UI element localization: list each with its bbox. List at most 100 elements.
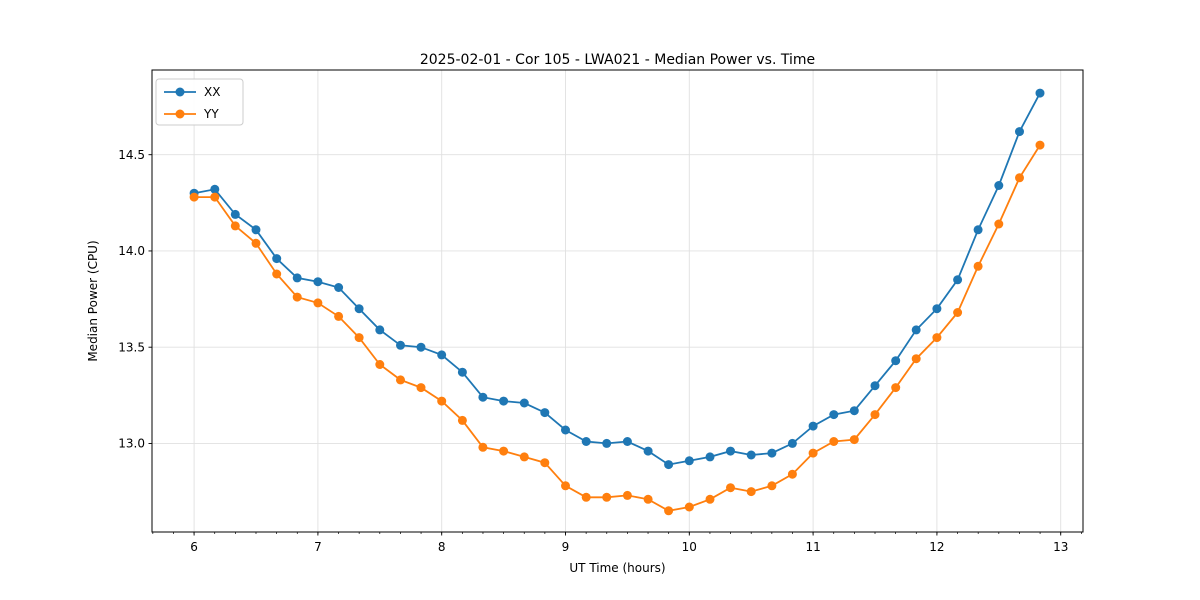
data-point-yy — [973, 261, 983, 271]
data-point-yy — [416, 383, 426, 393]
data-point-xx — [767, 448, 777, 458]
data-point-yy — [1035, 140, 1045, 150]
data-point-yy — [189, 192, 199, 202]
data-point-yy — [767, 481, 777, 491]
data-point-xx — [829, 410, 839, 420]
data-point-xx — [870, 381, 880, 391]
x-tick-label: 13 — [1053, 540, 1068, 554]
data-point-yy — [540, 458, 550, 468]
x-tick-label: 6 — [190, 540, 198, 554]
data-point-xx — [705, 452, 715, 462]
legend: XX YY — [155, 78, 244, 126]
data-point-xx — [437, 350, 447, 360]
data-point-yy — [932, 333, 942, 343]
data-point-yy — [994, 219, 1004, 229]
data-point-yy — [313, 298, 323, 308]
data-point-xx — [602, 438, 612, 448]
data-point-xx — [313, 277, 323, 287]
legend-marker-yy — [175, 109, 185, 119]
data-point-yy — [375, 360, 385, 369]
data-point-yy — [478, 442, 488, 452]
data-point-yy — [726, 483, 735, 493]
data-point-xx — [746, 450, 756, 460]
x-axis-label: UT Time (hours) — [569, 561, 665, 575]
x-tick-label: 7 — [314, 540, 322, 554]
data-point-xx — [1035, 88, 1045, 98]
data-point-xx — [561, 425, 570, 435]
data-point-xx — [1015, 127, 1024, 137]
data-point-xx — [953, 275, 963, 285]
x-tick-label: 8 — [438, 540, 446, 554]
legend-label-xx: XX — [204, 85, 220, 99]
data-point-xx — [272, 254, 282, 264]
data-point-xx — [808, 421, 818, 431]
data-series — [189, 88, 1045, 516]
data-point-yy — [870, 410, 880, 420]
y-tick-label: 14.5 — [118, 148, 145, 162]
data-point-xx — [849, 406, 859, 416]
plot-frame — [151, 69, 1084, 533]
data-point-yy — [849, 435, 859, 445]
y-tick-label: 13.5 — [118, 340, 145, 354]
data-point-yy — [251, 238, 261, 248]
x-tick-label: 9 — [562, 540, 570, 554]
data-point-yy — [230, 221, 240, 231]
data-point-yy — [581, 492, 591, 502]
data-point-xx — [478, 392, 488, 402]
data-point-xx — [932, 304, 942, 314]
data-point-yy — [891, 383, 901, 393]
data-point-yy — [787, 469, 797, 479]
data-point-yy — [911, 354, 921, 364]
data-point-xx — [375, 325, 385, 335]
legend-box — [155, 78, 244, 126]
legend-label-yy: YY — [203, 107, 219, 121]
data-point-yy — [705, 494, 715, 504]
y-tick-label: 14.0 — [118, 244, 145, 258]
data-point-xx — [210, 184, 220, 194]
legend-marker-xx — [175, 87, 185, 97]
data-point-xx — [664, 460, 674, 470]
data-point-xx — [973, 225, 983, 235]
data-point-xx — [581, 437, 591, 446]
data-point-yy — [499, 446, 509, 456]
data-point-xx — [499, 396, 509, 406]
data-point-yy — [808, 448, 818, 458]
data-point-yy — [354, 333, 364, 343]
data-point-xx — [643, 446, 653, 456]
data-point-yy — [829, 437, 839, 446]
x-tick-label: 12 — [929, 540, 944, 554]
data-point-xx — [416, 342, 426, 352]
data-point-yy — [519, 452, 529, 462]
data-point-xx — [726, 446, 735, 456]
data-point-yy — [210, 192, 220, 202]
data-point-xx — [457, 367, 467, 377]
data-point-yy — [334, 311, 344, 321]
data-point-xx — [292, 273, 302, 283]
data-point-yy — [684, 502, 694, 512]
y-axis-label: Median Power (CPU) — [86, 240, 100, 361]
data-point-yy — [643, 494, 653, 504]
chart-title: 2025-02-01 - Cor 105 - LWA021 - Median P… — [420, 52, 815, 68]
data-point-yy — [664, 506, 674, 516]
x-tick-label: 10 — [682, 540, 697, 554]
data-point-xx — [911, 325, 921, 335]
data-point-xx — [251, 225, 261, 235]
data-point-xx — [994, 181, 1004, 190]
data-point-xx — [891, 356, 901, 366]
data-point-xx — [334, 283, 344, 292]
y-tick-label: 13.0 — [118, 437, 145, 451]
data-point-yy — [437, 396, 447, 406]
data-point-yy — [272, 269, 282, 279]
data-point-yy — [602, 492, 612, 502]
data-point-yy — [1015, 173, 1024, 183]
data-point-yy — [622, 490, 632, 500]
x-tick-label: 11 — [805, 540, 820, 554]
data-point-yy — [953, 308, 963, 317]
axis-ticks — [148, 154, 1082, 536]
data-point-xx — [622, 437, 632, 446]
data-point-xx — [540, 408, 550, 418]
data-point-yy — [292, 292, 302, 302]
data-point-yy — [396, 375, 405, 385]
